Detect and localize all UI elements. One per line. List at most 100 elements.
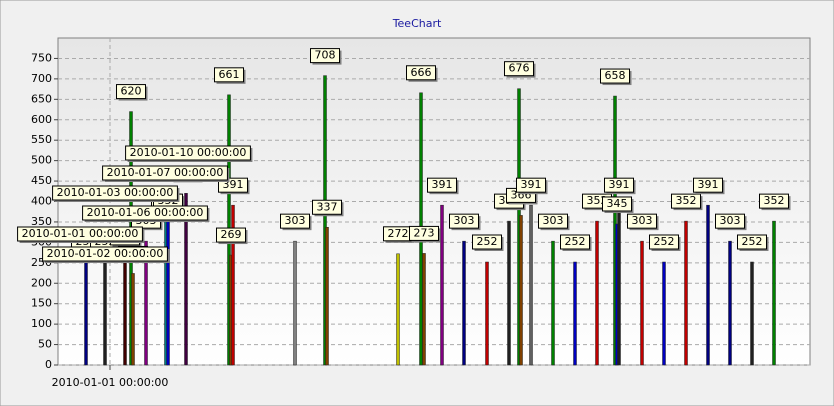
data-label-box: [600, 68, 630, 84]
data-label: 391: [698, 178, 719, 191]
y-tick-label: 350: [31, 215, 52, 228]
data-label: 352: [764, 194, 785, 207]
data-label: 337: [317, 200, 338, 213]
y-tick-label: 200: [31, 276, 52, 289]
data-label-box: [280, 213, 310, 229]
y-tick-label: 600: [31, 113, 52, 126]
data-label: 666: [411, 66, 432, 79]
data-label: 269: [221, 228, 242, 241]
bar: [462, 240, 466, 366]
bar: [684, 220, 688, 366]
data-label: 252: [654, 235, 675, 248]
data-label-box: [737, 234, 767, 250]
y-tick-label: 650: [31, 92, 52, 105]
bar: [396, 253, 400, 366]
annotation: 2010-01-02 00:00:00: [47, 247, 164, 260]
data-label-box: [310, 48, 340, 64]
bar: [231, 204, 235, 366]
data-label-box: [627, 213, 657, 229]
annotation-box: [42, 246, 168, 262]
data-label-box: [715, 213, 745, 229]
chart-title: TeeChart: [392, 17, 442, 30]
data-label-box: [671, 193, 701, 209]
y-tick-label: 500: [31, 154, 52, 167]
data-label: 252: [477, 235, 498, 248]
annotation: 2010-01-07 00:00:00: [107, 166, 224, 179]
data-label-box: [406, 65, 436, 81]
data-label-box: [449, 213, 479, 229]
bar: [323, 75, 327, 366]
annotation: 2010-01-06 00:00:00: [87, 206, 204, 219]
data-label: 303: [720, 214, 741, 227]
bar: [293, 240, 297, 366]
bar: [166, 220, 170, 366]
data-label-box: [504, 61, 534, 77]
bar: [706, 204, 710, 366]
y-tick-label: 50: [38, 338, 52, 351]
bar: [617, 204, 621, 366]
y-tick-label: 700: [31, 72, 52, 85]
data-label: 303: [543, 214, 564, 227]
annotation: 2010-01-01 00:00:00: [22, 227, 139, 240]
data-label-box: [216, 227, 246, 243]
data-label: 391: [521, 178, 542, 191]
x-tick-label: 2010-01-01 00:00:00: [52, 376, 169, 389]
bar: [573, 261, 577, 366]
annotation: 2010-01-03 00:00:00: [57, 186, 174, 199]
data-label: 391: [432, 178, 453, 191]
data-label: 303: [632, 214, 653, 227]
bar: [595, 220, 599, 366]
data-label: 352: [676, 194, 697, 207]
data-label-box: [693, 177, 723, 193]
data-label: 272: [388, 227, 409, 240]
bar: [485, 261, 489, 366]
data-label: 252: [742, 235, 763, 248]
annotation-box: [17, 226, 143, 242]
data-label-box: [472, 234, 502, 250]
data-label: 303: [454, 214, 475, 227]
y-tick-label: 550: [31, 133, 52, 146]
bar: [422, 253, 426, 366]
data-label-box: [312, 199, 342, 215]
data-label: 676: [509, 62, 530, 75]
data-label: 391: [609, 178, 630, 191]
bar: [728, 240, 732, 366]
data-label-box: [649, 234, 679, 250]
bar: [507, 220, 511, 366]
bar: [144, 240, 148, 366]
data-label-box: [516, 177, 546, 193]
annotation-box: [102, 165, 228, 181]
data-label-box: [560, 234, 590, 250]
bar: [519, 215, 523, 366]
y-tick-label: 0: [45, 358, 52, 371]
data-label-box: [759, 193, 789, 209]
bar: [325, 227, 329, 366]
y-tick-label: 450: [31, 174, 52, 187]
data-label: 661: [219, 68, 240, 81]
bar: [131, 273, 135, 366]
bar: [772, 220, 776, 366]
bar: [662, 261, 666, 366]
bar: [440, 204, 444, 366]
bar: [551, 240, 555, 366]
bar: [184, 193, 188, 366]
data-label-box: [116, 84, 146, 100]
data-label: 708: [315, 49, 336, 62]
bar: [103, 261, 107, 366]
annotation: 2010-01-10 00:00:00: [130, 146, 247, 159]
data-label: 303: [285, 214, 306, 227]
annotation-box: [52, 185, 178, 201]
data-label-box: [409, 225, 439, 241]
annotation-box: [82, 205, 208, 221]
bar: [84, 261, 88, 366]
data-label-box: [427, 177, 457, 193]
annotation-box: [125, 145, 251, 161]
bar: [750, 261, 754, 366]
data-label: 273: [414, 226, 435, 239]
y-tick-label: 750: [31, 51, 52, 64]
data-label-box: [214, 67, 244, 83]
data-label: 345: [607, 197, 628, 210]
bar: [529, 204, 533, 366]
bar: [640, 240, 644, 366]
